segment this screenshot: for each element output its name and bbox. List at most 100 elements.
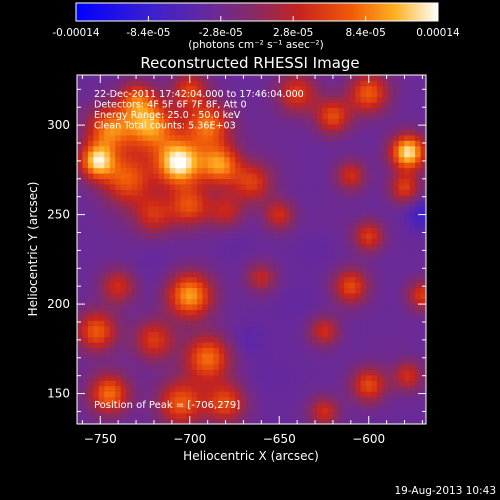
heatmap-pixel bbox=[147, 282, 154, 289]
heatmap-pixel bbox=[186, 309, 192, 316]
heatmap-pixel bbox=[311, 184, 318, 190]
heatmap-pixel bbox=[322, 205, 329, 212]
heatmap-pixel bbox=[218, 189, 225, 196]
heatmap-pixel bbox=[158, 216, 165, 223]
heatmap-pixel bbox=[246, 85, 252, 92]
heatmap-pixel bbox=[218, 134, 225, 141]
heatmap-pixel bbox=[295, 140, 301, 147]
heatmap-pixel bbox=[153, 91, 160, 98]
heatmap-pixel bbox=[311, 364, 318, 370]
heatmap-pixel bbox=[278, 211, 285, 218]
heatmap-pixel bbox=[126, 407, 132, 414]
heatmap-pixel bbox=[191, 96, 198, 103]
heatmap-pixel bbox=[153, 129, 160, 136]
heatmap-pixel bbox=[316, 75, 323, 81]
heatmap-pixel bbox=[235, 173, 241, 180]
heatmap-pixel bbox=[338, 314, 345, 321]
heatmap-pixel bbox=[284, 271, 291, 278]
heatmap-pixel bbox=[300, 96, 307, 103]
heatmap-pixel bbox=[382, 216, 389, 223]
heatmap-pixel bbox=[327, 418, 334, 424]
heatmap-pixel bbox=[306, 194, 312, 201]
heatmap-pixel bbox=[115, 178, 122, 185]
heatmap-pixel bbox=[267, 211, 274, 218]
heatmap-pixel bbox=[387, 124, 394, 130]
heatmap-pixel bbox=[98, 391, 105, 398]
heatmap-pixel bbox=[278, 249, 285, 256]
heatmap-pixel bbox=[349, 80, 356, 87]
heatmap-pixel bbox=[229, 173, 236, 180]
heatmap-pixel bbox=[273, 391, 280, 398]
heatmap-pixel bbox=[131, 396, 138, 403]
heatmap-pixel bbox=[306, 282, 312, 289]
heatmap-pixel bbox=[126, 124, 132, 130]
heatmap-pixel bbox=[398, 271, 405, 278]
heatmap-pixel bbox=[213, 227, 220, 234]
heatmap-pixel bbox=[409, 222, 416, 229]
heatmap-pixel bbox=[300, 151, 307, 158]
heatmap-pixel bbox=[142, 222, 149, 229]
heatmap-pixel bbox=[126, 189, 132, 196]
heatmap-pixel bbox=[229, 227, 236, 234]
heatmap-pixel bbox=[77, 118, 83, 125]
heatmap-pixel bbox=[333, 118, 340, 125]
heatmap-pixel bbox=[327, 271, 334, 278]
heatmap-pixel bbox=[224, 222, 231, 229]
heatmap-pixel bbox=[224, 167, 231, 174]
heatmap-pixel bbox=[164, 244, 171, 250]
heatmap-pixel bbox=[311, 380, 318, 387]
heatmap-pixel bbox=[273, 353, 280, 359]
heatmap-pixel bbox=[415, 342, 421, 349]
heatmap-pixel bbox=[196, 265, 203, 272]
heatmap-pixel bbox=[316, 265, 323, 272]
heatmap-pixel bbox=[311, 244, 318, 250]
heatmap-pixel bbox=[235, 309, 241, 316]
heatmap-pixel bbox=[376, 418, 383, 424]
heatmap-pixel bbox=[158, 167, 165, 174]
heatmap-pixel bbox=[366, 282, 372, 289]
heatmap-pixel bbox=[164, 260, 171, 267]
heatmap-pixel bbox=[126, 80, 132, 87]
heatmap-pixel bbox=[104, 407, 111, 414]
heatmap-pixel bbox=[126, 162, 132, 169]
heatmap-pixel bbox=[355, 200, 361, 207]
heatmap-pixel bbox=[93, 184, 100, 190]
heatmap-pixel bbox=[398, 331, 405, 338]
heatmap-pixel bbox=[404, 304, 411, 310]
heatmap-pixel bbox=[136, 369, 143, 376]
heatmap-pixel bbox=[333, 205, 340, 212]
heatmap-pixel bbox=[120, 260, 127, 267]
heatmap-pixel bbox=[82, 222, 89, 229]
heatmap-pixel bbox=[186, 244, 192, 250]
heatmap-pixel bbox=[327, 162, 334, 169]
colorbar-tick-label: -0.00014 bbox=[52, 27, 100, 39]
heatmap-pixel bbox=[398, 189, 405, 196]
heatmap-pixel bbox=[344, 364, 351, 370]
heatmap-pixel bbox=[360, 156, 367, 163]
heatmap-pixel bbox=[196, 129, 203, 136]
heatmap-pixel bbox=[77, 364, 83, 370]
heatmap-pixel bbox=[278, 85, 285, 92]
heatmap-pixel bbox=[355, 173, 361, 180]
heatmap-pixel bbox=[164, 96, 171, 103]
heatmap-pixel bbox=[191, 402, 198, 409]
heatmap-pixel bbox=[180, 413, 187, 419]
heatmap-pixel bbox=[371, 145, 378, 152]
heatmap-pixel bbox=[196, 211, 203, 218]
heatmap-pixel bbox=[169, 374, 176, 381]
heatmap-pixel bbox=[327, 244, 334, 250]
heatmap-pixel bbox=[224, 331, 231, 338]
heatmap-pixel bbox=[120, 309, 127, 316]
heatmap-pixel bbox=[120, 162, 127, 169]
heatmap-pixel bbox=[98, 407, 105, 414]
heatmap-pixel bbox=[295, 200, 301, 207]
heatmap-pixel bbox=[104, 102, 111, 109]
heatmap-pixel bbox=[82, 238, 89, 245]
heatmap-pixel bbox=[224, 156, 231, 163]
heatmap-pixel bbox=[251, 107, 258, 114]
heatmap-pixel bbox=[213, 249, 220, 256]
y-tick-label: 200 bbox=[47, 297, 70, 311]
heatmap-pixel bbox=[349, 320, 356, 327]
heatmap-pixel bbox=[115, 358, 122, 365]
heatmap-pixel bbox=[87, 129, 94, 136]
